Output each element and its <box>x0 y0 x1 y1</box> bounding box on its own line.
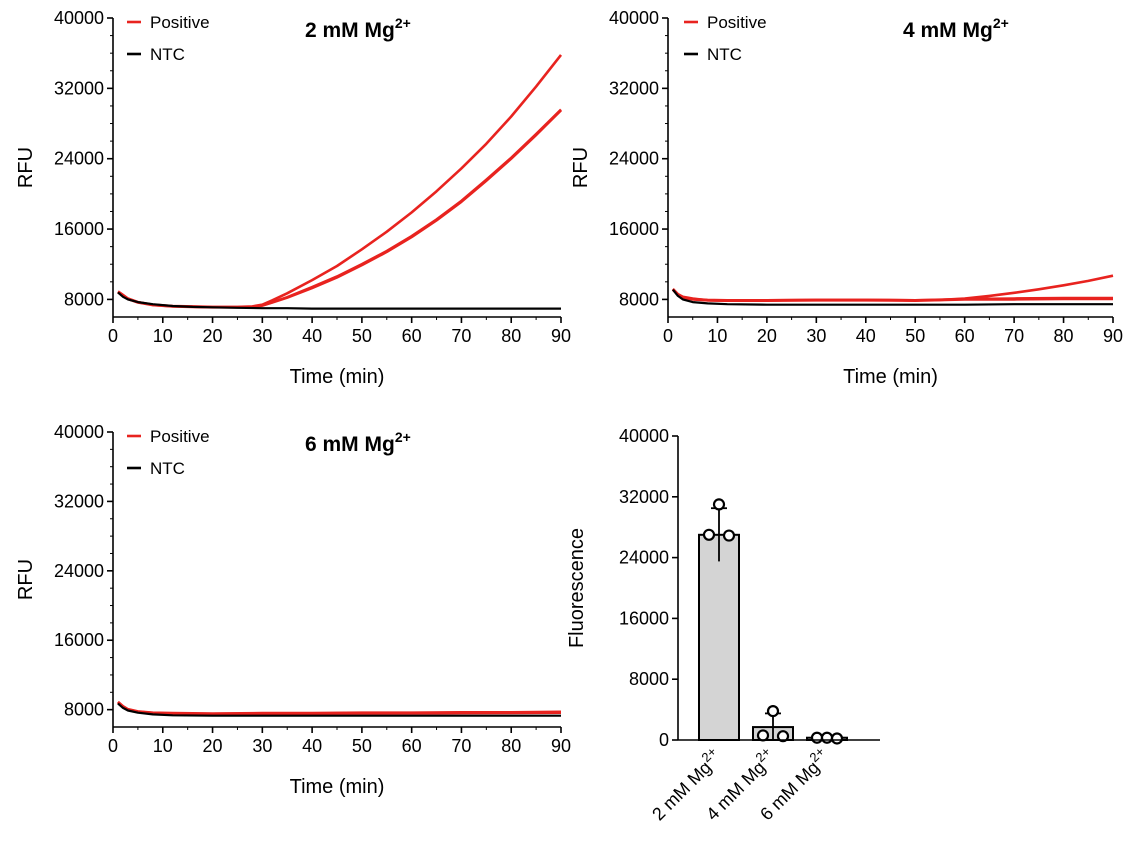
y-axis-label: RFU <box>15 559 37 600</box>
x-tick-label: 80 <box>501 736 521 756</box>
ntc-series-line <box>672 289 1113 306</box>
x-tick-label: 30 <box>252 326 272 346</box>
y-tick-label: 32000 <box>619 487 669 507</box>
chart-title-superscript: 2+ <box>395 15 411 31</box>
data-point <box>810 731 824 744</box>
x-axis-label: Time (min) <box>290 776 385 798</box>
x-tick-label: 60 <box>955 326 975 346</box>
x-tick-label: 40 <box>302 736 322 756</box>
legend-label: NTC <box>707 45 742 64</box>
ntc-series-line <box>117 291 561 310</box>
y-tick-label: 40000 <box>619 426 669 446</box>
x-tick-label: 90 <box>1103 326 1123 346</box>
x-tick-label: 80 <box>501 326 521 346</box>
y-tick-label: 24000 <box>54 149 104 169</box>
data-point <box>756 729 770 742</box>
data-point <box>776 730 790 743</box>
x-tick-label: 10 <box>153 736 173 756</box>
chart-title: 6 mM Mg2+ <box>305 429 411 456</box>
y-tick-label: 24000 <box>54 561 104 581</box>
x-tick-label: 60 <box>402 326 422 346</box>
x-tick-label: 30 <box>806 326 826 346</box>
line-chart-2: 8000 16000 24000 32000 40000 0 10 20 30 40 50 60 70 8… <box>570 8 1123 388</box>
ntc-series-line <box>117 702 561 717</box>
chart-title-superscript: 2+ <box>395 429 411 445</box>
x-tick-label: 20 <box>203 326 223 346</box>
x-tick-label: 40 <box>302 326 322 346</box>
x-tick-label: 0 <box>108 736 118 756</box>
x-tick-label: 0 <box>663 326 673 346</box>
legend-label: Positive <box>150 427 210 446</box>
x-tick-label: 20 <box>203 736 223 756</box>
y-tick-label: 40000 <box>609 8 659 28</box>
bar <box>698 533 740 741</box>
y-tick-label: 32000 <box>609 78 659 98</box>
line-chart-1: 8000 16000 24000 32000 40000 0 10 20 30 40 50 60 70 8… <box>15 8 571 388</box>
x-tick-label: 90 <box>551 326 571 346</box>
y-tick-label: 8000 <box>629 669 669 689</box>
x-tick-label: 80 <box>1054 326 1074 346</box>
data-point <box>820 731 834 744</box>
y-tick-label: 16000 <box>619 608 669 628</box>
y-tick-label: 40000 <box>54 8 104 28</box>
x-tick-label: 10 <box>153 326 173 346</box>
y-tick-label: 40000 <box>54 422 104 442</box>
data-point <box>766 705 780 718</box>
legend-label: Positive <box>707 13 767 32</box>
y-axis-label: RFU <box>570 147 592 188</box>
x-tick-label: 30 <box>252 736 272 756</box>
chart-title-text: 4 mM Mg <box>903 19 993 42</box>
x-tick-label: 90 <box>551 736 571 756</box>
y-axis-label: RFU <box>15 147 37 188</box>
y-tick-label: 32000 <box>54 78 104 98</box>
y-tick-label: 8000 <box>64 700 104 720</box>
y-tick-label: 16000 <box>54 219 104 239</box>
x-tick-label: 60 <box>402 736 422 756</box>
y-tick-label: 16000 <box>54 630 104 650</box>
x-tick-label: 70 <box>451 736 471 756</box>
category-label-text: 6 mM Mg <box>756 757 823 824</box>
chart-title: 2 mM Mg2+ <box>305 15 411 42</box>
chart-title-text: 6 mM Mg <box>305 433 395 456</box>
legend-label: NTC <box>150 45 185 64</box>
y-tick-label: 8000 <box>619 289 659 309</box>
positive-series-line <box>117 109 562 309</box>
positive-series-line <box>117 54 563 309</box>
legend-label: NTC <box>150 459 185 478</box>
y-tick-label: 0 <box>659 730 669 750</box>
data-point <box>722 529 736 542</box>
data-point <box>702 528 716 541</box>
y-tick-label: 16000 <box>609 219 659 239</box>
data-point <box>712 498 726 511</box>
x-tick-label: 0 <box>108 326 118 346</box>
x-tick-label: 20 <box>757 326 777 346</box>
x-axis-label: Time (min) <box>843 366 938 388</box>
x-tick-label: 10 <box>707 326 727 346</box>
legend-label: Positive <box>150 13 210 32</box>
x-tick-label: 50 <box>905 326 925 346</box>
x-axis-label: Time (min) <box>290 366 385 388</box>
y-tick-label: 24000 <box>619 548 669 568</box>
y-tick-label: 32000 <box>54 491 104 511</box>
y-axis-label: Fluorescence <box>566 528 588 648</box>
line-chart-3: 8000 16000 24000 32000 40000 0 10 20 30 40 50 60 70 8… <box>15 422 571 798</box>
y-tick-label: 24000 <box>609 149 659 169</box>
chart-title-superscript: 2+ <box>993 15 1009 31</box>
x-tick-label: 50 <box>352 736 372 756</box>
x-tick-label: 70 <box>451 326 471 346</box>
chart-title-text: 2 mM Mg <box>305 19 395 42</box>
positive-series-line <box>671 288 1113 302</box>
chart-title: 4 mM Mg2+ <box>903 15 1009 42</box>
x-tick-label: 70 <box>1004 326 1024 346</box>
y-tick-label: 8000 <box>64 289 104 309</box>
data-point <box>830 732 844 745</box>
x-tick-label: 50 <box>352 326 372 346</box>
x-tick-label: 40 <box>856 326 876 346</box>
